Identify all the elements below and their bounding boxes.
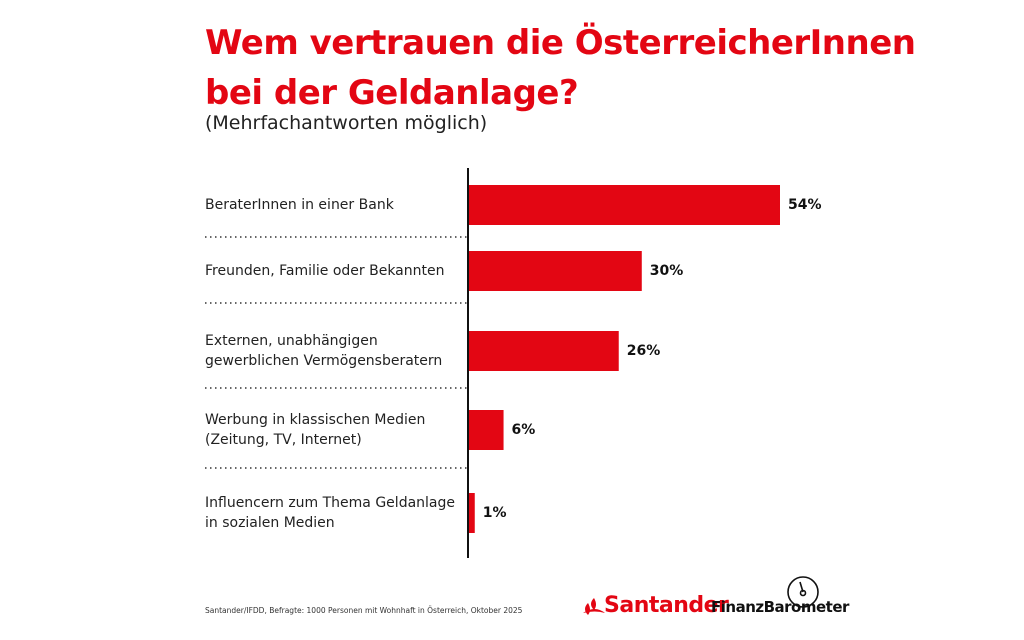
bar	[469, 493, 475, 533]
value-label: 26%	[626, 343, 661, 359]
value-label: 1%	[482, 505, 507, 521]
chart-title: Wem vertrauen die ÖsterreicherInnen bei …	[205, 23, 916, 113]
gauge-icon	[787, 576, 819, 608]
value-label: 30%	[649, 263, 684, 279]
value-label: 6%	[511, 422, 536, 438]
category-label: Externen, unabhängigen gewerblichen Verm…	[205, 333, 443, 369]
product-name: FinanzBarometer	[711, 598, 849, 616]
category-label: Influencern zum Thema Geldanlage in sozi…	[205, 495, 455, 531]
category-label: Freunden, Familie oder Bekannten	[205, 263, 445, 279]
category-label: BeraterInnen in einer Bank	[205, 197, 394, 213]
value-label: 54%	[788, 197, 822, 213]
brand-name: Santander	[604, 593, 729, 618]
bar	[469, 331, 619, 371]
bar	[469, 251, 642, 291]
source-note: Santander/IFDD, Befragte: 1000 Personen …	[205, 606, 523, 615]
bar	[469, 410, 504, 450]
bar	[469, 185, 780, 225]
flame-logo	[583, 598, 605, 615]
chart-subtitle: (Mehrfachantworten möglich)	[205, 112, 488, 134]
category-label: Werbung in klassischen Medien (Zeitung, …	[205, 412, 426, 448]
